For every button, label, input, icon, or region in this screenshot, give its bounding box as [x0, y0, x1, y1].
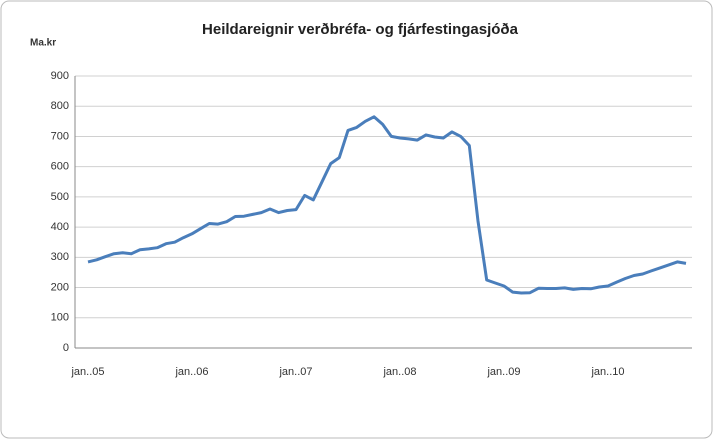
y-tick-label: 700 — [51, 130, 69, 142]
y-tick-label: 0 — [63, 342, 69, 354]
y-tick-label: 800 — [51, 100, 69, 112]
y-axis-label: Ma.kr — [30, 38, 56, 49]
y-tick-label: 600 — [51, 161, 69, 173]
x-tick-label: jan..07 — [278, 366, 312, 378]
y-tick-label: 200 — [51, 281, 69, 293]
y-tick-label: 100 — [51, 312, 69, 324]
y-tick-label: 300 — [51, 251, 69, 263]
y-tick-label: 500 — [51, 191, 69, 203]
x-tick-label: jan..09 — [486, 366, 520, 378]
data-line — [87, 115, 687, 295]
x-tick-label: jan..05 — [70, 366, 104, 378]
chart-title: Heildareignir verðbréfa- og fjárfestinga… — [202, 21, 519, 38]
x-tick-label: jan..06 — [174, 366, 208, 378]
x-tick-label: jan..10 — [590, 366, 624, 378]
x-tick-label: jan..08 — [382, 366, 416, 378]
y-tick-label: 900 — [51, 70, 69, 82]
y-tick-label: 400 — [51, 221, 69, 233]
